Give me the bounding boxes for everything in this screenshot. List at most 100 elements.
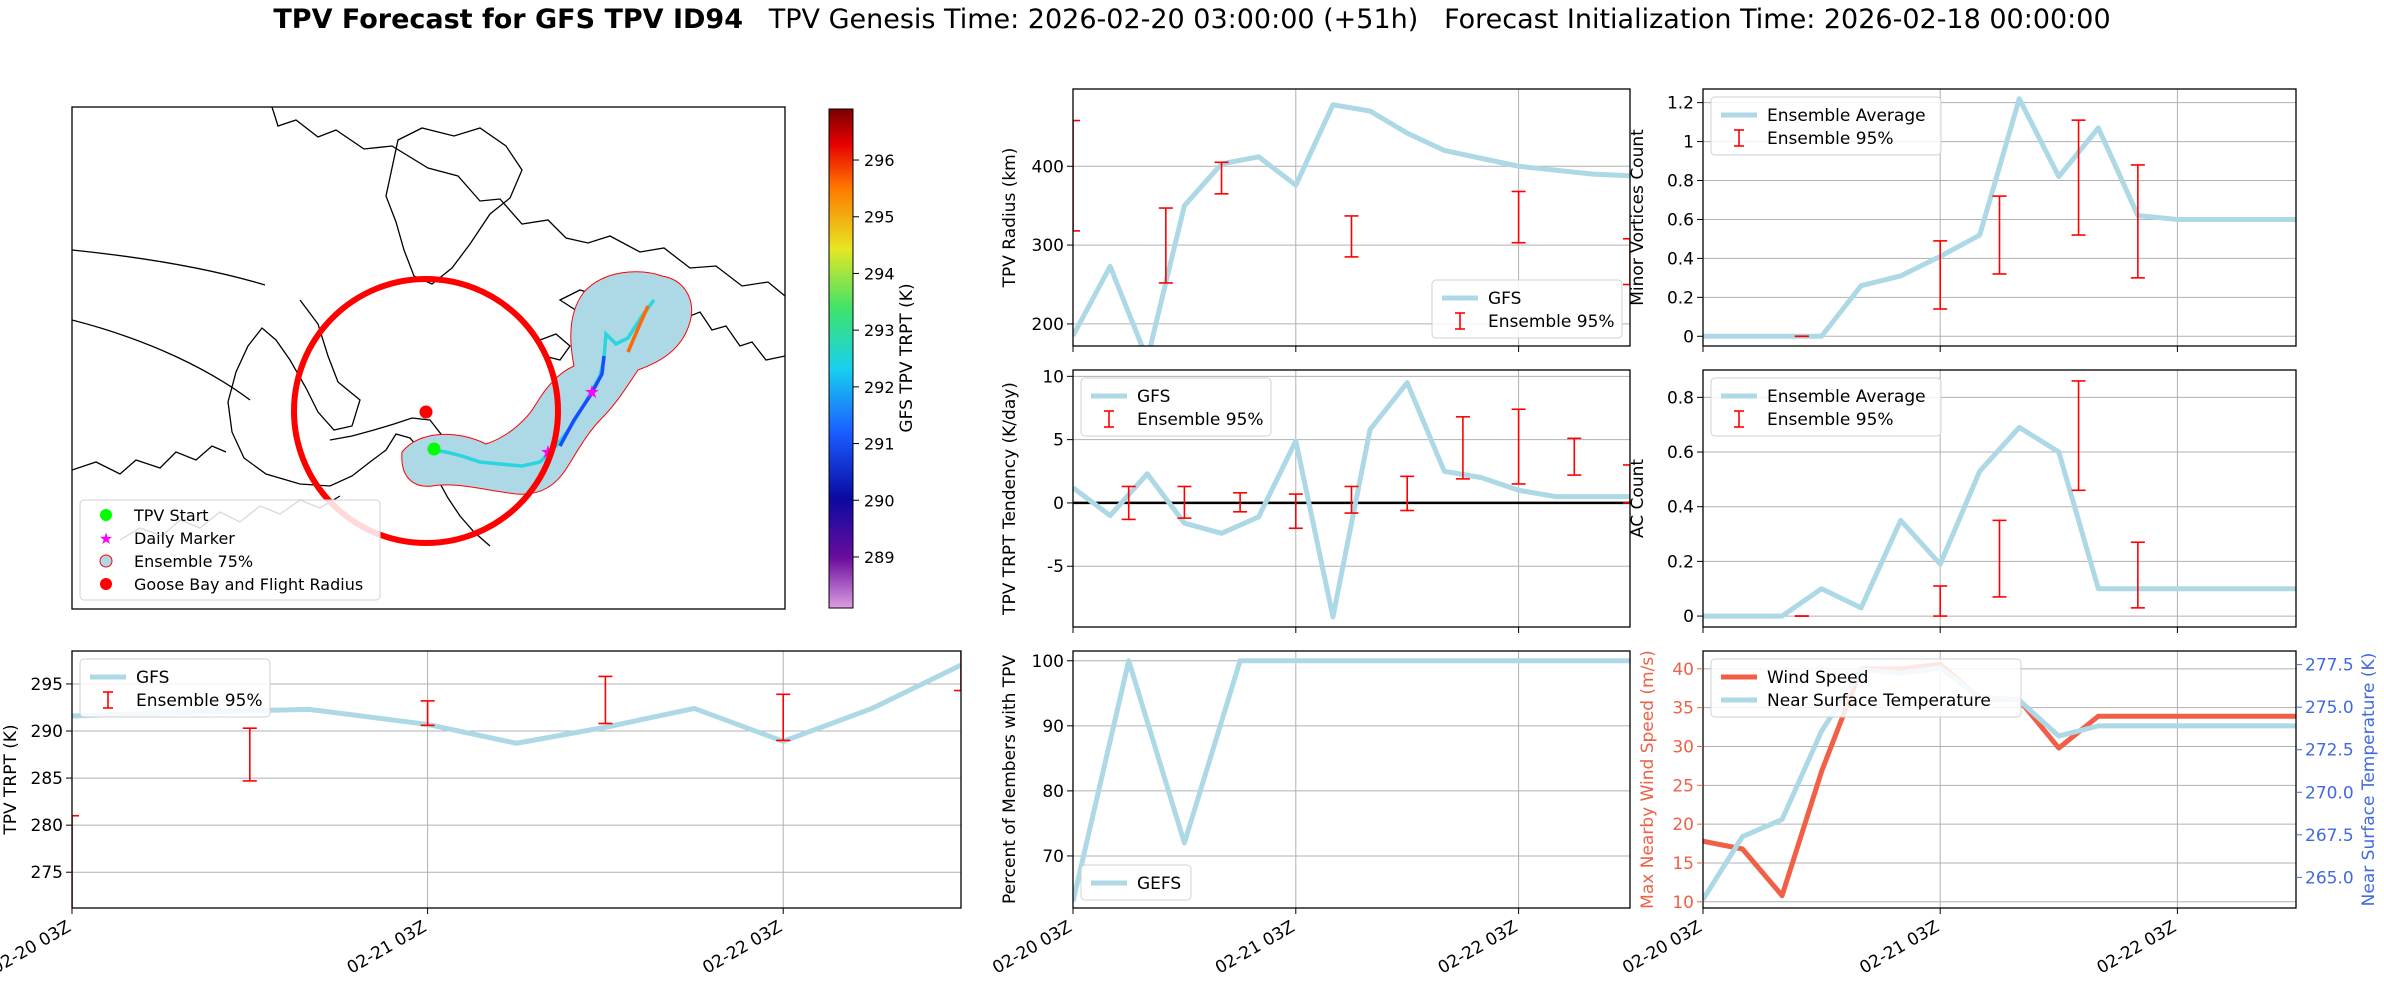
y-axis-label: TPV Radius (km) [1000,148,1020,289]
y-tick-label: 100 [1032,652,1064,672]
plot-area [1073,658,1630,903]
legend-label: Wind Speed [1767,668,1868,688]
x-tick-label: 02-20 03Z [989,917,1075,978]
y-tick-label: 0.6 [1667,443,1694,463]
legend-daily-label: Daily Marker [134,529,235,548]
goose-bay-marker [419,405,433,419]
y-tick-label: 40 [1672,660,1694,680]
legend-label: GFS [1488,289,1521,309]
x-tick-label: 02-22 03Z [1435,917,1521,978]
y-tick-label: 0.2 [1667,552,1694,572]
plot-frame [71,650,962,909]
colorbar-label: GFS TPV TRPT (K) [897,283,917,432]
y-axis-label: AC Count [1628,459,1648,538]
tpv-start-marker [427,442,441,456]
legend-label: GFS [136,668,169,688]
y-axis-label: Max Nearby Wind Speed (m/s) [1638,650,1658,909]
colorbar-tick-label: 294 [864,264,895,283]
y-tick-label: -5 [1047,557,1064,577]
legend-start-label: TPV Start [133,506,209,525]
colorbar-tick-label: 293 [864,321,895,340]
x-tick-label: 02-22 03Z [699,917,785,978]
plot-frame [1702,650,2297,909]
colorbar: 289 290 291 292 293 294 295 296 GFS TPV TRPT (K… [828,108,917,609]
y2-tick-label: 265.0 [2305,868,2354,888]
x-tick-label: 02-20 03Z [0,917,75,978]
y2-tick-label: 275.0 [2305,698,2354,718]
legend-ensemble-symbol [99,554,113,568]
y-tick-label: 0.4 [1667,498,1694,518]
legend-box [1710,377,1942,437]
y-tick-label: 10 [1672,893,1694,913]
legend-label: GFS [1137,387,1170,407]
colorbar-tick-label: 295 [864,208,895,227]
legend-box [79,658,271,718]
legend: Ensemble Average Ensemble 95% [1710,377,1942,437]
map-panel: ★ ★ TPV Start ★ Daily Marker Ensemble 75… [71,106,917,610]
y2-tick-label: 272.5 [2305,741,2354,761]
y-tick-label: 280 [31,816,63,836]
flight-radius-circle [291,276,561,546]
colorbar-tick-label: 291 [864,435,895,454]
colorbar-tick-label: 292 [864,378,895,397]
legend-label: Ensemble 95% [1488,312,1615,332]
legend-goose-label: Goose Bay and Flight Radius [134,575,363,594]
y-tick-label: 80 [1042,782,1064,802]
y-axis-label: TPV TRPT Tendency (K/day) [1000,382,1020,616]
y-tick-label: 70 [1042,847,1064,867]
x-tick-label: 02-21 03Z [344,917,430,978]
legend-box [1710,96,1942,156]
legend-start-symbol [100,509,112,521]
y-tick-label: 25 [1672,776,1694,796]
map-legend: TPV Start ★ Daily Marker Ensemble 75% Go… [79,499,381,601]
ensemble-75-envelope [401,271,693,495]
y-tick-label: 35 [1672,699,1694,719]
legend: Wind Speed Near Surface Temperature [1710,658,2022,718]
legend-label: Ensemble 95% [1767,129,1894,149]
legend: GFS Ensemble 95% [1431,279,1623,339]
legend-label: Ensemble 95% [1767,410,1894,430]
tpv-track-last [626,305,650,353]
y-tick-label: 1.2 [1667,94,1694,114]
legend: GFS Ensemble 95% [79,658,271,718]
x-tick-label: 02-20 03Z [1619,917,1705,978]
coastline-west [72,445,227,475]
series-line-ensemble-average [1703,424,2296,619]
x-tick-label: 02-21 03Z [1212,917,1298,978]
panel-tendency: -5 0 5 10 TPV TRPT Tendency (K/day) GFS Ensemb… [1000,367,1631,633]
plot-frame [1702,369,2297,628]
y-tick-label: 300 [1032,236,1064,256]
series-line-gfs [1073,380,1630,620]
y-tick-label: 1 [1683,133,1694,153]
y-tick-label: 20 [1672,815,1694,835]
y-tick-label: 0.8 [1667,388,1694,408]
title-init: Forecast Initialization Time: 2026-02-18… [1444,4,2111,35]
y-tick-label: 275 [31,863,63,883]
y-axis-label: TPV TRPT (K) [1,724,21,835]
y2-tick-label: 277.5 [2305,656,2354,676]
tpv-track-end [558,355,606,447]
y-tick-label: 290 [31,722,63,742]
coastline-north [271,107,785,297]
y-tick-label: 200 [1032,315,1064,335]
legend: GFS Ensemble 95% [1080,377,1272,437]
plot-frame [1072,88,1631,347]
y-tick-label: 30 [1672,738,1694,758]
plot-area [1073,380,1630,620]
legend-daily-symbol: ★ [99,529,113,548]
colorbar-tick-label: 290 [864,491,895,510]
plot-area [1703,380,2296,619]
y-tick-label: 0 [1053,494,1064,514]
legend-label: Near Surface Temperature [1767,691,1991,711]
y2-axis-label: Near Surface Temperature (K) [2359,653,2379,907]
coastline-greenland [385,127,523,285]
y-tick-label: 0.4 [1667,249,1694,269]
colorbar-tick-label: 296 [864,151,895,170]
figure-title: TPV Forecast for GFS TPV ID94 TPV Genesi… [0,4,2384,35]
legend-goose-symbol [100,578,112,590]
y-tick-label: 5 [1053,431,1064,451]
panel-percent: 70 80 90 100 Percent of Members with TPV 02-2… [989,650,1631,978]
legend: Ensemble Average Ensemble 95% [1710,96,1942,156]
map-border [71,106,786,610]
